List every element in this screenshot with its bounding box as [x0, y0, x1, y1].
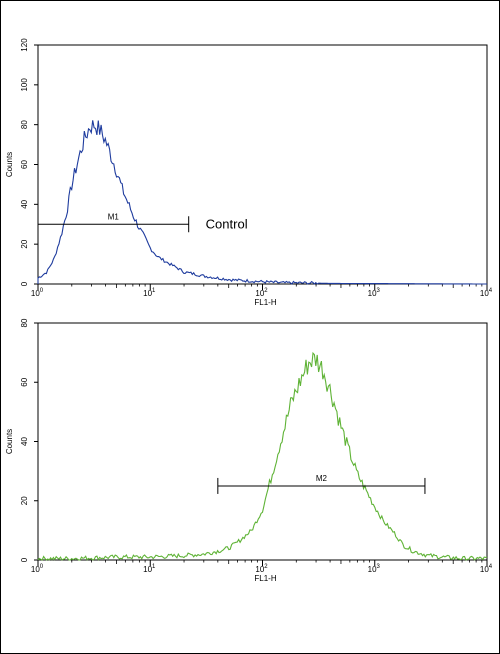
x-tick-label: 101	[143, 564, 156, 574]
plot-frame	[37, 44, 488, 285]
plot-frame	[37, 322, 488, 561]
gate-label: M2	[316, 474, 328, 483]
histogram-panel-2: 0 20 40 60 80 Counts 100 101 102 103 104 FL1-H M2	[5, 318, 493, 583]
gate-marker: M2	[217, 474, 426, 494]
y-tick-label: 80	[20, 120, 29, 129]
y-tick-label: 20	[20, 239, 29, 248]
x-tick-label: 102	[255, 564, 268, 574]
x-tick-label: 103	[368, 564, 381, 574]
y-axis-label: Counts	[5, 152, 14, 177]
x-tick-label: 101	[143, 288, 156, 298]
x-tick-label: 100	[31, 288, 44, 298]
y-tick-label: 60	[20, 160, 29, 169]
histogram-trace	[37, 351, 488, 561]
x-axis-label: FL1-H	[254, 574, 276, 583]
y-tick-label: 60	[20, 377, 29, 386]
y-tick-label: 40	[20, 199, 29, 208]
histogram-trace	[37, 120, 487, 285]
y-tick-label: 0	[20, 557, 29, 562]
x-tick-label: 103	[368, 288, 381, 298]
x-tick-label: 100	[31, 564, 44, 574]
y-tick-label: 40	[20, 437, 29, 446]
gate-marker: M1	[37, 212, 190, 233]
x-tick-label: 102	[255, 288, 268, 298]
histogram-panel-1: 0 20 40 60 80 100 120 Counts 100 101 102 103 104 FL1-…	[5, 38, 493, 307]
gate-label: M1	[108, 212, 120, 221]
y-tick-label: 20	[20, 496, 29, 505]
x-tick-label: 104	[480, 564, 493, 574]
y-tick-label: 120	[20, 38, 29, 52]
x-tick-label: 104	[480, 288, 493, 298]
y-tick-label: 100	[20, 78, 29, 92]
y-tick-label: 0	[20, 281, 29, 286]
x-axis-label: FL1-H	[254, 298, 276, 307]
control-annotation: Control	[206, 216, 248, 231]
y-axis-label: Counts	[5, 429, 14, 454]
y-tick-label: 80	[20, 318, 29, 327]
